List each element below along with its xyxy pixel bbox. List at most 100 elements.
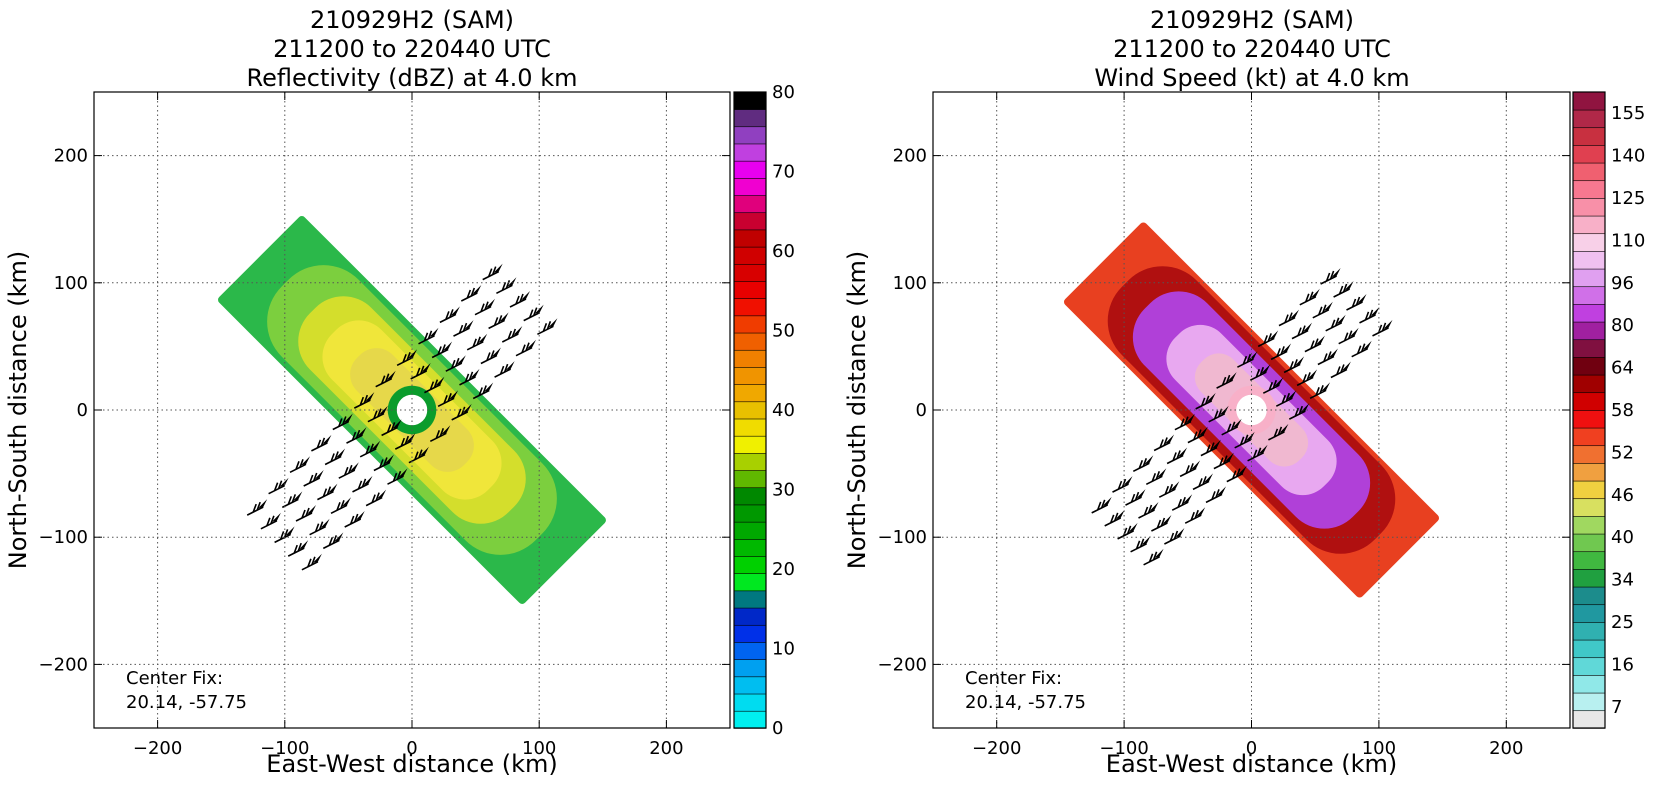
wind-barb bbox=[1333, 281, 1354, 298]
colorbar-segment bbox=[733, 435, 767, 454]
colorbar-segment bbox=[733, 280, 767, 299]
wind-barb bbox=[1192, 473, 1213, 491]
colorbar-tick-label: 52 bbox=[1611, 442, 1634, 463]
wind-barb bbox=[1153, 434, 1175, 452]
colorbar-segment bbox=[733, 607, 767, 626]
colorbar-segment bbox=[733, 91, 767, 110]
wind-barb bbox=[1249, 364, 1271, 381]
x-tick-label: 100 bbox=[522, 738, 556, 759]
wind-barb bbox=[1158, 481, 1180, 498]
colorbar-segment bbox=[1572, 197, 1606, 217]
wind-barb bbox=[311, 434, 332, 452]
center-fix-annotation: Center Fix: bbox=[126, 668, 223, 689]
wind-barb bbox=[1164, 528, 1185, 545]
wind-barb bbox=[1317, 348, 1338, 366]
colorbar-segment bbox=[1572, 91, 1606, 111]
wind-barb bbox=[1268, 423, 1289, 441]
colorbar-segment bbox=[1572, 551, 1606, 570]
wind-barb bbox=[1145, 468, 1167, 486]
colorbar-segment bbox=[1572, 250, 1606, 270]
colorbar-segment bbox=[1572, 268, 1606, 288]
colorbar-segment bbox=[1572, 162, 1606, 182]
y-axis-label: North-South distance (km) bbox=[843, 251, 871, 570]
colorbar-segment bbox=[1572, 621, 1606, 641]
wind-barb bbox=[523, 304, 544, 322]
wind-barb bbox=[1275, 390, 1297, 407]
wind-barb bbox=[1283, 356, 1305, 374]
colorbar-segment bbox=[733, 246, 767, 265]
wind-barb bbox=[1213, 452, 1234, 470]
colorbar-tick-label: 96 bbox=[1611, 273, 1634, 294]
chart-title-line: 211200 to 220440 UTC bbox=[1113, 35, 1391, 63]
wind-barb bbox=[289, 456, 310, 474]
wind-barb bbox=[466, 333, 488, 351]
chart-title-line: Wind Speed (kt) at 4.0 km bbox=[1094, 64, 1409, 92]
colorbar-segment bbox=[1572, 657, 1606, 676]
wind-barb bbox=[1226, 465, 1247, 483]
colorbar-segment bbox=[733, 212, 767, 231]
wind-barb bbox=[1174, 413, 1195, 431]
wind-barb bbox=[1296, 369, 1318, 387]
colorbar-segment bbox=[733, 452, 767, 471]
colorbar-frame bbox=[1572, 91, 1606, 729]
colorbar-segment bbox=[1572, 710, 1606, 729]
x-axis-label: East-West distance (km) bbox=[266, 750, 557, 778]
y-tick-label: −100 bbox=[39, 527, 88, 548]
colorbar-tick-label: 0 bbox=[772, 718, 783, 739]
wind-barb bbox=[537, 318, 558, 336]
eye bbox=[396, 394, 428, 426]
colorbar-segment bbox=[1572, 445, 1606, 464]
colorbar-segment bbox=[1572, 480, 1606, 500]
colorbar-segment bbox=[1572, 356, 1606, 376]
colorbar-segment bbox=[1572, 427, 1606, 447]
wind-barb bbox=[365, 489, 387, 507]
wind-barb bbox=[1179, 460, 1201, 478]
wind-barb bbox=[359, 440, 381, 458]
wind-barb bbox=[1237, 351, 1258, 368]
wind-barb bbox=[1125, 489, 1146, 506]
wind-barb bbox=[418, 327, 439, 345]
colorbar-segment bbox=[1572, 674, 1606, 694]
colorbar-segment bbox=[1572, 568, 1606, 588]
wind-barb bbox=[482, 263, 503, 281]
wind-barb bbox=[317, 483, 338, 501]
wind-barb bbox=[496, 277, 517, 295]
colorbar-segment bbox=[733, 366, 767, 385]
x-tick-label: −100 bbox=[260, 738, 309, 759]
wind-barb bbox=[381, 419, 402, 437]
wind-barb bbox=[460, 285, 482, 302]
colorbar-tick-label: 50 bbox=[772, 321, 795, 342]
colorbar-tick-label: 20 bbox=[772, 559, 795, 580]
wind-barb bbox=[1130, 535, 1151, 553]
colorbar-segment bbox=[1572, 303, 1606, 323]
wind-barb bbox=[309, 518, 330, 536]
wind-barb bbox=[295, 505, 316, 522]
colorbar-tick-label: 40 bbox=[772, 400, 795, 421]
wind-barb bbox=[488, 312, 509, 330]
colorbar-segment bbox=[733, 590, 767, 609]
wind-barb bbox=[1184, 507, 1206, 524]
wind-barb bbox=[1112, 476, 1133, 493]
center-fix-annotation: Center Fix: bbox=[965, 668, 1062, 689]
wind-barb bbox=[437, 390, 459, 408]
colorbar-segment bbox=[733, 263, 767, 282]
wind-barb bbox=[410, 362, 431, 380]
colorbar-segment bbox=[1572, 127, 1606, 146]
x-tick-label: 0 bbox=[406, 738, 417, 759]
wind-barb bbox=[501, 326, 523, 343]
colorbar-segment bbox=[733, 177, 767, 196]
colorbar-tick-label: 110 bbox=[1611, 230, 1645, 251]
wind-barb bbox=[1325, 314, 1346, 332]
colorbar-segment bbox=[733, 658, 767, 678]
wind-barb bbox=[1304, 335, 1325, 353]
wind-barb bbox=[1346, 294, 1367, 311]
wind-barb bbox=[322, 532, 344, 550]
y-tick-label: 200 bbox=[893, 146, 927, 167]
wind-barb bbox=[324, 448, 346, 466]
wind-barb bbox=[1351, 340, 1372, 358]
wind-barb bbox=[352, 475, 373, 493]
colorbar-tick-label: 125 bbox=[1611, 188, 1645, 209]
wind-barb bbox=[1359, 306, 1380, 324]
colorbar-tick-label: 30 bbox=[772, 480, 795, 501]
